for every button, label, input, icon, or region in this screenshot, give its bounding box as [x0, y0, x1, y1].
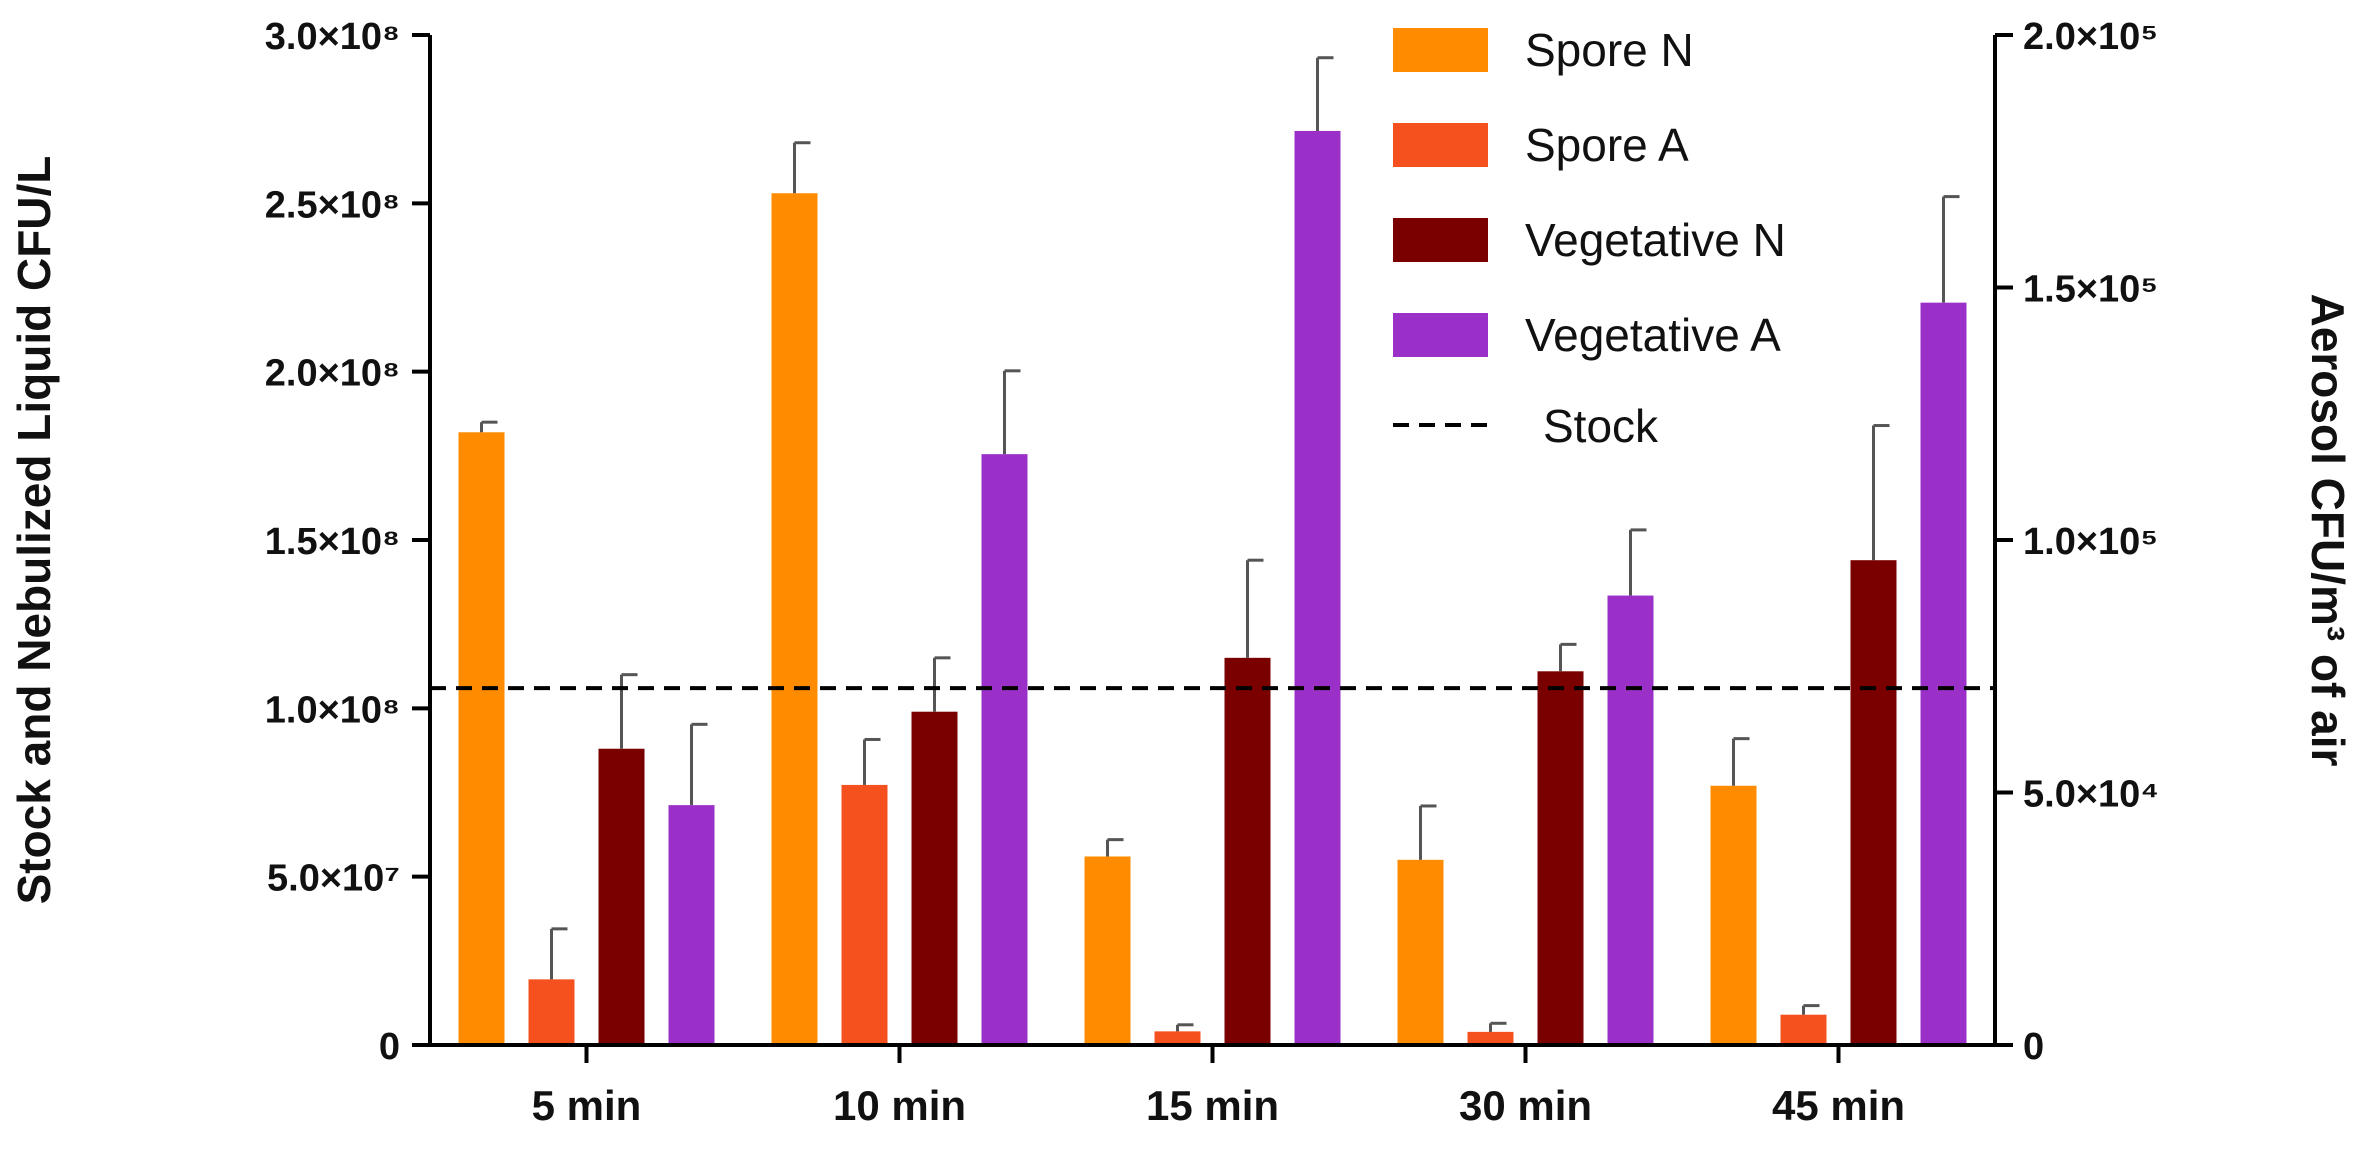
y2-tick-label: 0: [2023, 1026, 2044, 1068]
bar: [771, 193, 818, 1045]
bar: [598, 748, 645, 1045]
bar: [1537, 671, 1584, 1045]
legend-swatch: [1393, 218, 1488, 262]
legend-swatch: [1393, 313, 1488, 357]
y-tick-label: 2.0×10⁸: [265, 353, 400, 395]
y-tick-label: 1.0×10⁸: [265, 689, 400, 731]
x-tick-label: 10 min: [833, 1082, 966, 1129]
bar: [981, 454, 1028, 1045]
y-tick-label: 0: [379, 1026, 400, 1068]
legend-label: Spore A: [1525, 119, 1689, 171]
y-tick-label: 3.0×10⁸: [265, 16, 400, 58]
bar: [841, 784, 888, 1045]
x-tick-label: 15 min: [1146, 1082, 1279, 1129]
y2-tick-label: 5.0×10⁴: [2023, 774, 2159, 816]
bar: [1154, 1031, 1201, 1045]
bar: [1224, 657, 1271, 1045]
y-tick-label: 1.5×10⁸: [265, 521, 400, 563]
ticks: 0 5.0×10⁷ 1.0×10⁸ 1.5×10⁸ 2.0×10⁸ 2.5×10⁸ 3.0×…: [265, 16, 2159, 1129]
x-tick-label: 30 min: [1459, 1082, 1592, 1129]
y2-tick-label: 1.5×10⁵: [2023, 269, 2158, 311]
x-tick-label: 5 min: [532, 1082, 642, 1129]
error-bars: [480, 56, 1960, 1032]
bar: [1084, 856, 1131, 1045]
y-tick-label: 2.5×10⁸: [265, 184, 400, 226]
bar: [1467, 1031, 1514, 1045]
legend-label: Stock: [1543, 400, 1659, 452]
y-axis-title: Stock and Nebulized Liquid CFU/L: [8, 156, 60, 905]
y2-axis-title: Aerosol CFU/m³ of air: [2302, 294, 2354, 767]
y2-tick-label: 2.0×10⁵: [2023, 16, 2158, 58]
legend-swatch: [1393, 28, 1488, 72]
bar: [1780, 1014, 1827, 1045]
legend-label: Spore N: [1525, 24, 1694, 76]
bar: [911, 711, 958, 1045]
y2-tick-label: 1.0×10⁵: [2023, 521, 2158, 563]
bar: [1397, 859, 1444, 1045]
bar: [528, 979, 575, 1045]
axis-titles: Stock and Nebulized Liquid CFU/L Aerosol…: [8, 156, 2354, 905]
bar: [1607, 595, 1654, 1045]
legend-label: Vegetative A: [1525, 309, 1781, 361]
bar: [458, 432, 505, 1045]
axes: [428, 35, 1997, 1047]
bar: [1920, 302, 1967, 1045]
legend-label: Vegetative N: [1525, 214, 1786, 266]
bar: [668, 805, 715, 1045]
bar: [1850, 560, 1897, 1045]
x-tick-label: 45 min: [1772, 1082, 1905, 1129]
bar: [1294, 130, 1341, 1045]
y-tick-label: 5.0×10⁷: [267, 858, 400, 900]
bar: [1710, 785, 1757, 1045]
bars: [458, 130, 1967, 1045]
legend: Spore N Spore A Vegetative N Vegetative A St…: [1393, 24, 1786, 452]
legend-swatch: [1393, 123, 1488, 167]
